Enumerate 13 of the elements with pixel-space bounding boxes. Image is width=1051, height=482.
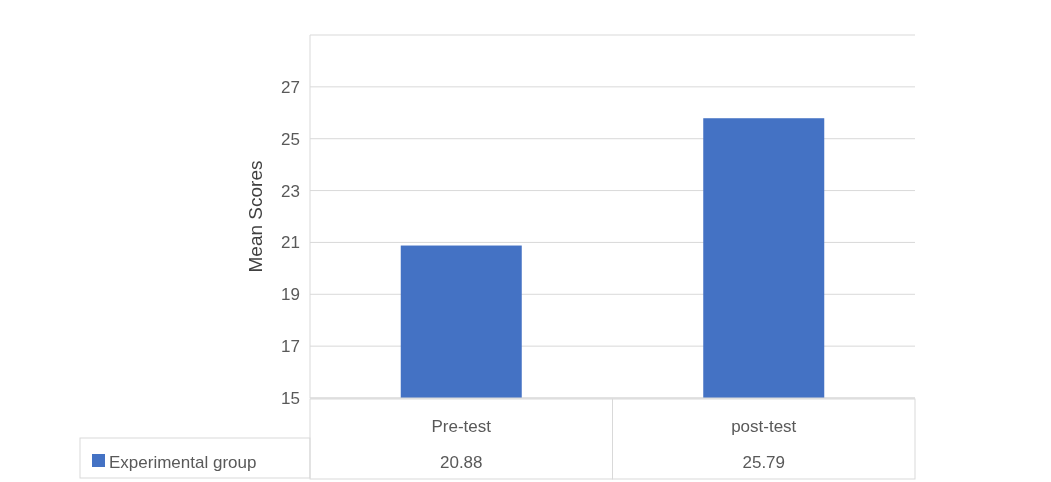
y-tick-label: 21 bbox=[281, 233, 300, 253]
y-tick-label: 19 bbox=[281, 285, 300, 305]
data-label: 25.79 bbox=[742, 452, 786, 472]
y-tick-label: 15 bbox=[281, 388, 300, 408]
legend-label: Experimental group bbox=[109, 452, 257, 472]
y-axis-title: Mean Scores bbox=[245, 160, 266, 273]
y-tick-label: 27 bbox=[281, 77, 300, 97]
x-tick-label: post-test bbox=[731, 417, 797, 436]
data-label: 20.88 bbox=[439, 452, 483, 472]
y-tick-label: 23 bbox=[281, 181, 300, 201]
y-tick-label: 25 bbox=[281, 129, 300, 149]
y-tick-label: 17 bbox=[281, 337, 300, 357]
x-tick-label: Pre-test bbox=[431, 417, 492, 436]
